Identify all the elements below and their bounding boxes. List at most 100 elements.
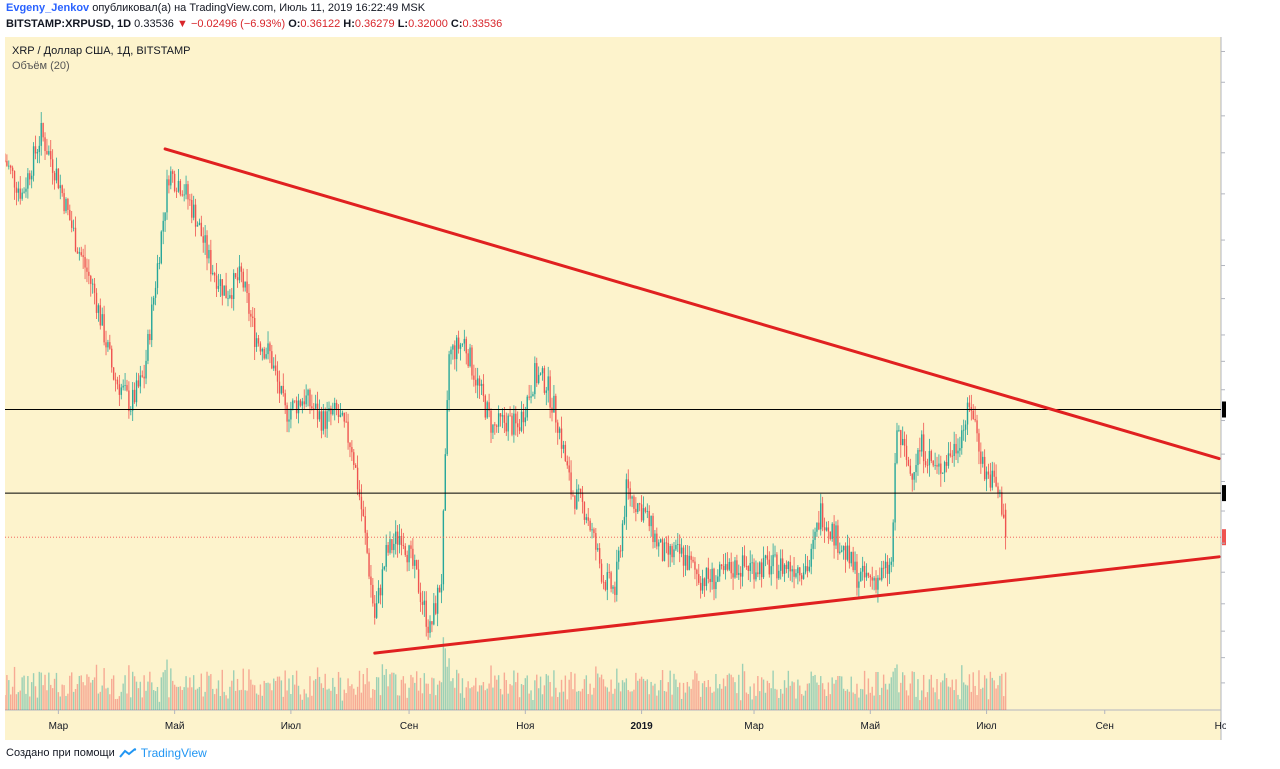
candle-body [42, 122, 44, 138]
candle-body [530, 396, 532, 398]
candle-body [650, 515, 652, 527]
volume-bar [766, 680, 769, 710]
volume-bar [719, 684, 721, 710]
author-link[interactable]: Evgeny_Jenkov [6, 2, 90, 14]
volume-bar [126, 693, 128, 710]
volume-bar [44, 674, 46, 710]
time-axis[interactable]: Мар Май Июл Сен Ноя 2019 Мар Май Июл Сен Но [49, 710, 1228, 732]
candle-body [823, 527, 826, 531]
volume-bar [816, 682, 818, 710]
candle-body [940, 463, 942, 474]
volume-bar [726, 674, 729, 710]
volume-bar [19, 690, 21, 710]
trendline[interactable] [163, 147, 1221, 461]
volume-bar [375, 677, 378, 710]
candle-body [568, 465, 570, 473]
candle-body [23, 191, 25, 193]
volume-bar [311, 695, 313, 710]
candle-body [774, 554, 776, 556]
volume-bar [337, 671, 340, 710]
volume-bar [858, 697, 860, 710]
candle-body [749, 562, 751, 572]
candle-body [76, 251, 79, 254]
volume-bar [924, 697, 927, 710]
candle-body [602, 581, 605, 583]
candle-body [326, 411, 328, 429]
volume-bar [255, 693, 258, 710]
trendlines-layer[interactable] [163, 147, 1221, 655]
volume-bar [1001, 673, 1003, 710]
volume-bar [496, 679, 498, 710]
volume-bar [943, 673, 946, 710]
volume-bar [156, 686, 159, 710]
candle-body [25, 188, 27, 192]
candle-body [204, 235, 206, 243]
candle-body [715, 581, 717, 590]
trendline[interactable] [373, 555, 1221, 655]
candle-body [684, 555, 687, 566]
volume-bar [332, 677, 334, 710]
candle-body [414, 560, 416, 566]
candle-body [911, 473, 913, 480]
candle-body [130, 410, 132, 412]
volume-bar [671, 694, 673, 710]
volume-bar [111, 678, 113, 710]
volume-bar [631, 691, 633, 710]
candle-body [145, 360, 147, 379]
volume-bar [846, 689, 849, 710]
price-axis[interactable]: 1.250001.150001.050000.950000.850000.750… [1221, 47, 1265, 690]
candle-body [841, 550, 843, 552]
candle-body [101, 314, 103, 326]
candle-body [284, 393, 286, 406]
candle-body [320, 411, 323, 431]
volume-bar [410, 674, 412, 710]
volume-bar [482, 681, 485, 710]
volume-bar [154, 691, 157, 710]
candle-body [791, 569, 793, 572]
level-price-tag [1222, 401, 1274, 418]
candle-body [53, 172, 56, 181]
candle-body [964, 424, 967, 430]
volume-bar [326, 689, 328, 710]
volume-bar [680, 698, 683, 710]
price-chart[interactable]: 0.473960.377900.33536 1.250001.150001.05… [4, 37, 1274, 740]
volume-bar [173, 684, 176, 710]
candle-body [595, 533, 597, 550]
volume-bar [898, 692, 900, 710]
candle-body [282, 385, 284, 394]
volume-bar [250, 679, 252, 710]
volume-bar [869, 692, 872, 710]
volume-bar [175, 686, 178, 710]
candle-body [517, 423, 519, 428]
volume-bar [867, 678, 870, 710]
volume-bar [728, 673, 730, 710]
candle-body [212, 272, 214, 275]
tradingview-link[interactable]: TradingView [140, 746, 207, 760]
volume-bar [703, 680, 706, 710]
candle-body [111, 348, 113, 368]
candle-body [978, 433, 980, 452]
candle-body [431, 621, 433, 625]
candle-body [223, 285, 225, 296]
candle-body [436, 587, 439, 614]
candle-body [356, 467, 359, 490]
volume-bar [11, 686, 14, 710]
candle-body [677, 544, 679, 545]
volume-bar [130, 697, 132, 710]
candle-body [972, 410, 974, 419]
candle-body [242, 271, 244, 288]
volume-bar [646, 679, 649, 710]
candle-body [507, 415, 509, 432]
chart-svg[interactable]: 0.473960.377900.33536 1.250001.150001.05… [4, 37, 1274, 740]
candle-body [105, 342, 107, 348]
volume-bar [185, 676, 187, 710]
candle-body [679, 544, 681, 554]
candle-body [185, 184, 187, 195]
candle-body [175, 190, 178, 192]
candle-body [932, 460, 934, 466]
candle-body [945, 462, 948, 466]
volume-bar [318, 676, 321, 710]
volume-bar [524, 678, 527, 710]
volume-bar [966, 685, 969, 710]
volume-bar [412, 677, 414, 710]
